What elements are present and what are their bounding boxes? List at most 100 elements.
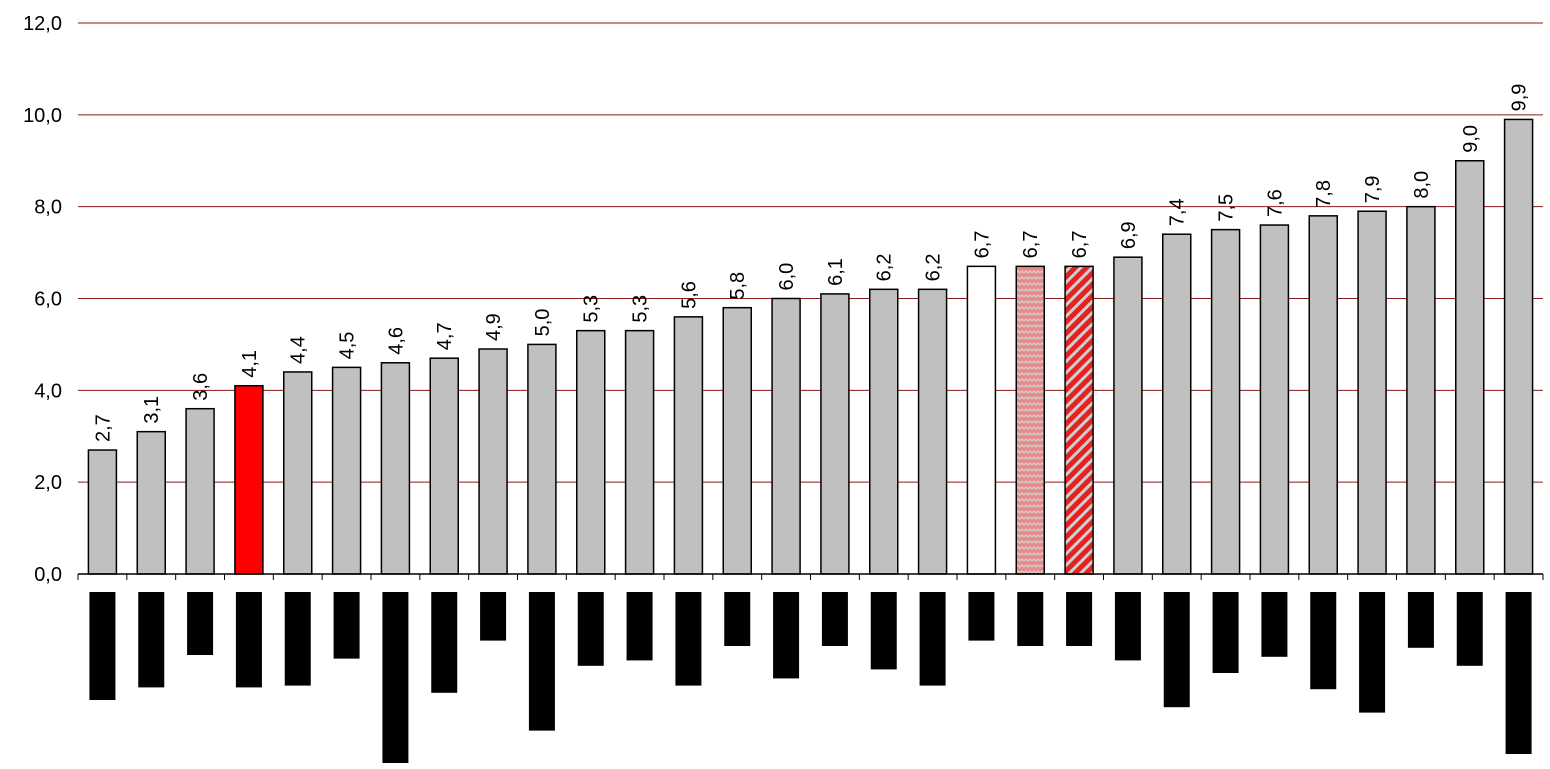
below-axis-block <box>333 592 360 659</box>
y-tick-label: 6,0 <box>34 289 62 311</box>
data-label: 6,0 <box>776 263 798 291</box>
y-tick-label: 4,0 <box>34 380 62 402</box>
data-label: 6,7 <box>1069 231 1091 259</box>
below-axis-block <box>870 592 897 670</box>
bar <box>185 407 215 575</box>
bar <box>820 293 850 575</box>
bar <box>1015 265 1045 575</box>
y-tick-label: 2,0 <box>34 472 62 494</box>
bar <box>527 343 557 575</box>
bar <box>1210 228 1241 575</box>
bar <box>1406 205 1436 575</box>
data-label: 3,6 <box>190 373 212 401</box>
below-axis-block <box>724 592 751 646</box>
data-label: 3,1 <box>141 396 163 424</box>
below-axis-block <box>187 592 214 655</box>
below-axis-block <box>1163 592 1190 708</box>
below-axis-block <box>1212 592 1239 673</box>
below-axis-block <box>1017 592 1044 646</box>
bar <box>722 306 752 575</box>
bar <box>771 297 801 575</box>
bar <box>673 316 704 575</box>
data-label: 7,8 <box>1313 180 1335 208</box>
bar <box>1455 160 1485 575</box>
gridlines <box>78 22 1543 483</box>
data-label: 4,7 <box>434 322 456 350</box>
data-label: 6,7 <box>971 231 993 259</box>
below-axis-block <box>1359 592 1386 713</box>
data-label: 5,3 <box>630 295 652 323</box>
below-axis-block <box>1505 592 1532 754</box>
below-axis-block <box>1310 592 1337 690</box>
data-label: 6,1 <box>825 258 847 286</box>
data-label: 5,3 <box>581 295 603 323</box>
data-label: 5,0 <box>532 309 554 337</box>
data-label: 4,5 <box>337 332 359 360</box>
bar <box>1357 210 1387 575</box>
data-label: 6,7 <box>1020 231 1042 259</box>
bar <box>429 357 459 575</box>
below-axis-block <box>773 592 800 679</box>
bar <box>576 329 606 575</box>
bar <box>1064 265 1094 575</box>
below-axis-blocks <box>89 592 1532 763</box>
y-tick-label: 0,0 <box>34 564 62 586</box>
data-label: 7,6 <box>1264 189 1286 217</box>
data-label: 9,0 <box>1460 125 1482 153</box>
data-label: 6,9 <box>1118 221 1140 249</box>
below-axis-block <box>821 592 848 646</box>
bar <box>1162 233 1192 575</box>
bar <box>331 366 362 575</box>
below-axis-block <box>1456 592 1483 666</box>
below-axis-block <box>382 592 409 763</box>
bar <box>1503 118 1534 575</box>
below-axis-block <box>675 592 702 686</box>
bar <box>87 449 118 575</box>
bar <box>283 371 313 575</box>
data-label: 4,4 <box>288 336 310 364</box>
y-tick-label: 12,0 <box>23 13 62 35</box>
bar <box>478 348 508 575</box>
below-axis-block <box>1407 592 1434 648</box>
data-label: 4,9 <box>483 313 505 341</box>
below-axis-block <box>968 592 995 641</box>
bar <box>1113 256 1143 575</box>
bar <box>136 430 166 575</box>
data-label: 6,2 <box>874 254 896 282</box>
bar <box>234 384 264 575</box>
bar <box>917 288 948 575</box>
below-axis-block <box>284 592 311 686</box>
y-tick-label: 10,0 <box>23 105 62 127</box>
below-axis-block <box>1261 592 1288 657</box>
data-label: 9,9 <box>1509 84 1531 112</box>
x-axis <box>77 573 1544 580</box>
bar <box>1259 224 1290 575</box>
below-axis-block <box>919 592 946 686</box>
below-axis-block <box>431 592 458 693</box>
below-axis-block <box>528 592 555 731</box>
data-label: 8,0 <box>1411 171 1433 199</box>
data-label: 4,6 <box>385 327 407 355</box>
below-axis-block <box>1066 592 1093 646</box>
below-axis-block <box>89 592 116 700</box>
below-axis-block <box>480 592 507 641</box>
data-label: 7,4 <box>1167 198 1189 226</box>
data-label: 6,2 <box>923 254 945 282</box>
bar <box>966 265 997 575</box>
below-axis-block <box>138 592 165 688</box>
bar <box>624 329 655 575</box>
below-axis-block <box>577 592 604 666</box>
data-label: 5,6 <box>678 281 700 309</box>
data-labels: 2,7 3,1 3,6 4,1 4,4 4,5 4,6 4,7 4,9 5,0 5,3 5,3 5,6 5… <box>92 84 1530 442</box>
bar <box>869 288 899 575</box>
bars <box>87 118 1534 575</box>
below-axis-block <box>235 592 262 688</box>
data-label: 7,5 <box>1216 194 1238 222</box>
data-label: 2,7 <box>92 414 114 442</box>
data-label: 5,8 <box>727 272 749 300</box>
bar <box>1308 215 1338 575</box>
data-label: 7,9 <box>1362 175 1384 203</box>
bar <box>380 362 411 575</box>
